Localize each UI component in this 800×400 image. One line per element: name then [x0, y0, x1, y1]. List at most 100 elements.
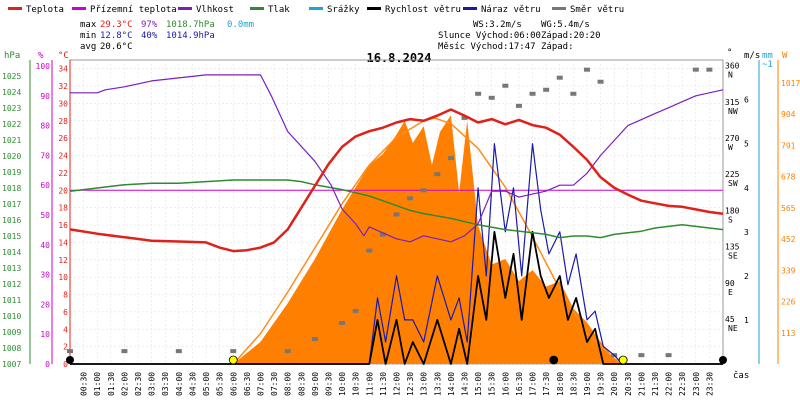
- series-tlak: [69, 179, 724, 239]
- tick-hpa: 1021: [2, 136, 21, 145]
- tick-dir-deg: 315: [725, 98, 740, 107]
- tick-hpa: 1010: [2, 312, 21, 321]
- tick-x: 06:30: [243, 372, 252, 396]
- tick-dir-deg: 45: [725, 315, 735, 324]
- tick-pct: 10: [40, 330, 50, 339]
- wind-direction-point: [706, 67, 713, 72]
- tick-hpa: 1022: [2, 120, 21, 129]
- tick-pct: 100: [36, 62, 51, 71]
- tick-x: 22:00: [665, 372, 674, 396]
- legend-swatch: [72, 7, 86, 10]
- stat-max-hum: 97%: [141, 20, 158, 30]
- tick-dir-name: N: [728, 71, 733, 80]
- tick-pct: 0: [45, 360, 50, 369]
- tick-x: 06:00: [229, 372, 238, 396]
- tick-ms: 2: [744, 272, 749, 281]
- tick-dir-deg: 135: [725, 243, 740, 252]
- wind-direction-point: [230, 349, 237, 354]
- marker-moonrise: [549, 355, 559, 365]
- wind-direction-point: [407, 196, 414, 201]
- tick-x: 17:00: [529, 372, 538, 396]
- tick-hpa: 1024: [2, 88, 21, 97]
- wind-direction-point: [529, 91, 536, 96]
- tick-temp: 32: [58, 82, 68, 91]
- legend-label: Teplota: [26, 5, 64, 15]
- tick-dir-deg: 270: [725, 134, 740, 143]
- wind-direction-point: [475, 91, 482, 96]
- tick-x: 04:30: [188, 372, 197, 396]
- legend-swatch: [463, 7, 477, 10]
- tick-x: 11:00: [365, 372, 374, 396]
- plot-area: [66, 67, 727, 365]
- tick-x: 08:30: [297, 372, 306, 396]
- info-ws: WS:3.2m/s: [473, 20, 522, 30]
- stat-min-temp: 12.8°C: [100, 31, 133, 41]
- series-solar-radiation: [233, 115, 623, 364]
- tick-x: 01:30: [107, 372, 116, 396]
- tick-ms: 3: [744, 228, 749, 237]
- marker-sunrise: [228, 355, 238, 365]
- wind-direction-point: [515, 103, 522, 108]
- tick-x: 23:30: [705, 372, 714, 396]
- tick-wm2: 339: [781, 266, 796, 275]
- legend-swatch: [8, 7, 22, 10]
- tick-x: 23:00: [692, 372, 701, 396]
- tick-temp: 22: [58, 169, 68, 178]
- wind-direction-point: [543, 87, 550, 92]
- tick-wm2: 678: [781, 173, 796, 182]
- info-moonset: Západ:: [541, 42, 574, 52]
- legend-label: Vlhkost: [196, 5, 234, 15]
- x-axis: 00:30 01:00 01:30 02:00 02:30 03:00 03:30 04:00…: [80, 372, 715, 396]
- tick-x: 05:30: [216, 372, 225, 396]
- tick-wm2: 791: [781, 141, 796, 150]
- stat-max-label: max: [80, 20, 97, 30]
- wind-direction-point: [570, 91, 577, 96]
- wind-direction-point: [583, 67, 590, 72]
- tick-pct: 90: [40, 92, 50, 101]
- axis-label-temp: °C: [58, 51, 69, 61]
- tick-x: 20:30: [624, 372, 633, 396]
- tick-temp: 20: [58, 186, 68, 195]
- wind-direction-point: [420, 188, 427, 193]
- wind-direction-point: [556, 75, 563, 80]
- series-rychlost-větru: [70, 230, 723, 365]
- axis-label-pct: %: [38, 51, 44, 61]
- tick-dir-name: SW: [728, 179, 738, 188]
- tick-pct: 40: [40, 241, 50, 250]
- tick-hpa: 1008: [2, 344, 21, 353]
- tick-hpa: 1007: [2, 360, 21, 369]
- tick-x: 02:00: [120, 372, 129, 396]
- legend-swatch: [178, 7, 192, 10]
- tick-x: 19:30: [597, 372, 606, 396]
- legend-label: Tlak: [268, 5, 290, 15]
- legend-label: Rychlost větru: [385, 5, 461, 15]
- tick-hpa: 1025: [2, 72, 21, 81]
- marker-day-start: [66, 356, 74, 364]
- tick-temp: 14: [58, 238, 68, 247]
- tick-wm2: 113: [781, 329, 796, 338]
- axis-label-hpa: hPa: [4, 51, 20, 61]
- tick-temp: 34: [58, 65, 68, 74]
- tick-temp: 2: [63, 343, 68, 352]
- info-block: WS:3.2m/s WG:5.4m/s Slunce Východ:06:00 …: [438, 20, 601, 52]
- wind-direction-point: [638, 353, 645, 358]
- tick-temp: 12: [58, 256, 68, 265]
- tick-temp: 4: [63, 325, 68, 334]
- tick-temp: 18: [58, 204, 68, 213]
- wind-direction-point: [447, 156, 454, 161]
- stat-max-temp: 29.3°C: [100, 20, 133, 30]
- tick-x: 12:30: [406, 372, 415, 396]
- tick-x: 10:00: [338, 372, 347, 396]
- tick-hpa: 1023: [2, 104, 21, 113]
- tick-x: 02:30: [134, 372, 143, 396]
- stats-block: max 29.3°C 97% 1018.7hPa 0.0mm min 12.8°…: [80, 20, 254, 52]
- tick-hpa: 1012: [2, 280, 21, 289]
- tick-x: 13:30: [433, 372, 442, 396]
- tick-temp: 10: [58, 273, 68, 282]
- tick-x: 17:30: [542, 372, 551, 396]
- wind-direction-point: [434, 172, 441, 177]
- info-moonrise: Měsíc Východ:17:47: [438, 42, 536, 52]
- marker-day-end: [719, 356, 727, 364]
